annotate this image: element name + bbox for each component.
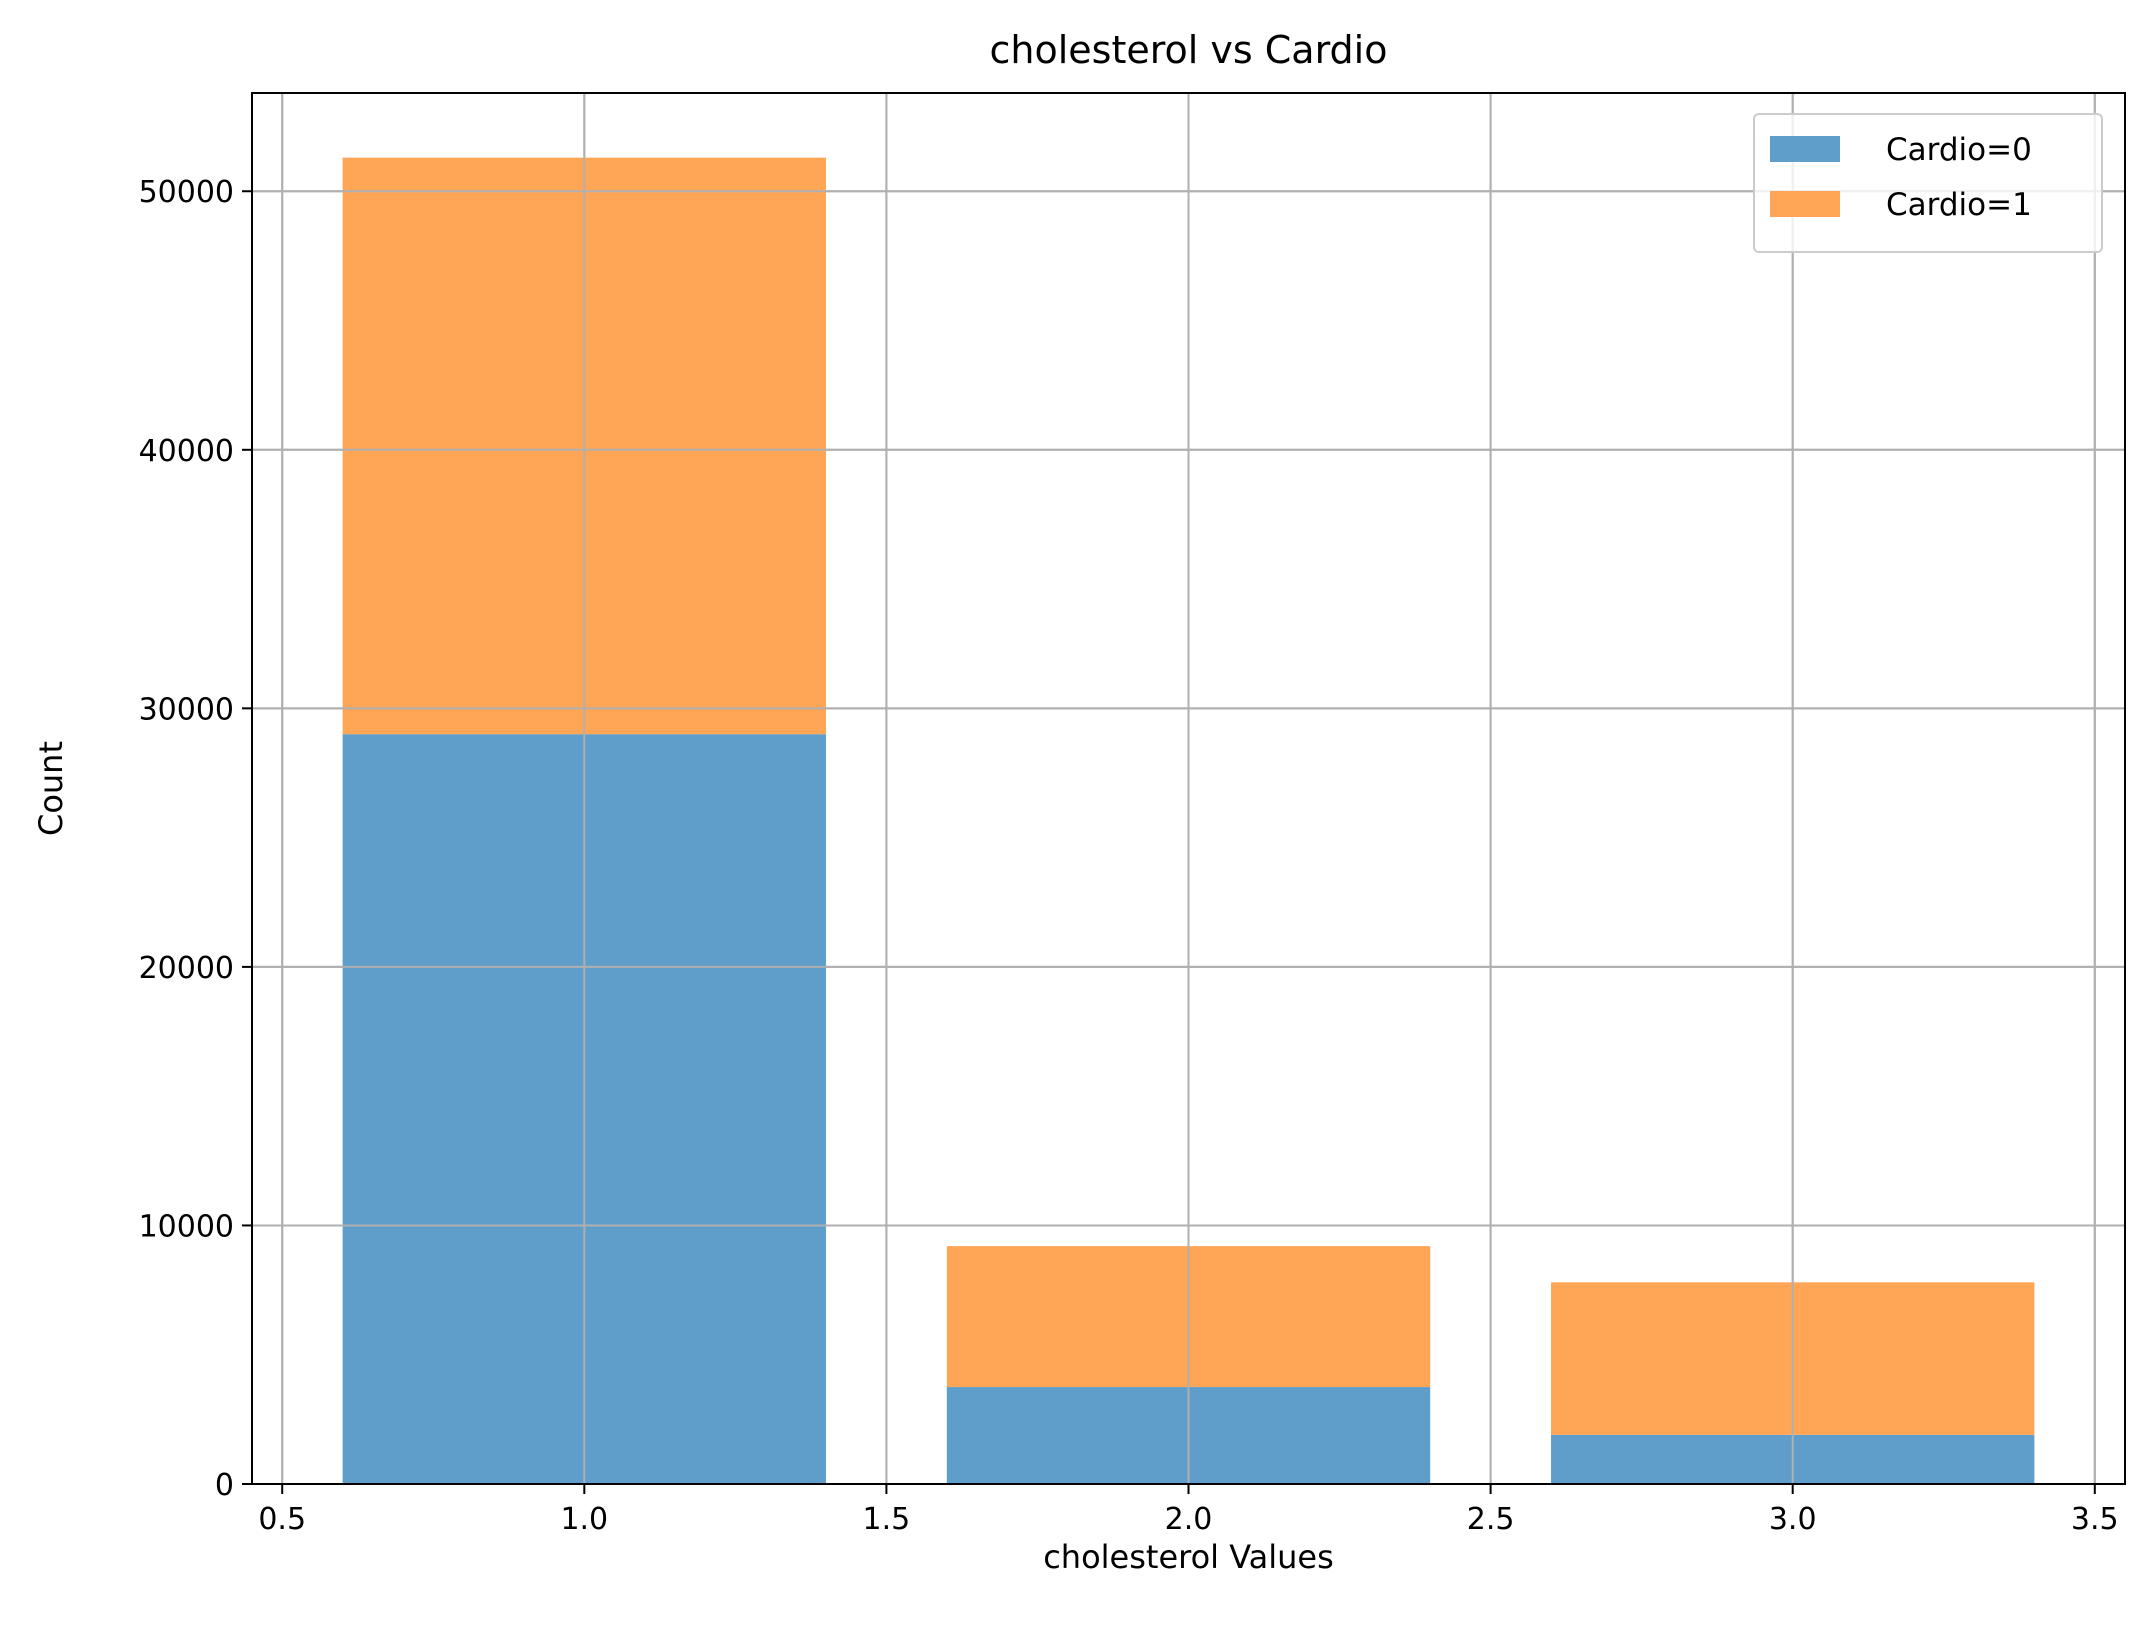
ticks: 0.5 1.0 1.5 2.0 2.5 3.0 3.5 0 10000 20000 30000 400… [139, 175, 2119, 1537]
legend-box [1753, 113, 2103, 253]
x-tick-label: 1.0 [560, 1502, 608, 1537]
y-tick-label: 20000 [139, 951, 234, 986]
chart-title: cholesterol vs Cardio [990, 28, 1388, 72]
x-tick-label: 2.0 [1165, 1502, 1213, 1537]
y-tick-label: 0 [215, 1468, 234, 1503]
legend-swatch [1770, 191, 1840, 217]
y-tick-label: 50000 [139, 175, 234, 210]
legend-swatch [1770, 136, 1840, 162]
y-tick-label: 30000 [139, 692, 234, 727]
x-tick-label: 3.5 [2071, 1502, 2119, 1537]
bars [252, 93, 2125, 1485]
legend: Cardio=0 Cardio=1 [1753, 113, 2103, 253]
x-tick-label: 3.0 [1769, 1502, 1817, 1537]
legend-label: Cardio=0 [1886, 132, 2032, 168]
x-axis-title: cholesterol Values [1043, 1538, 1334, 1576]
y-tick-label: 10000 [139, 1209, 234, 1244]
x-tick-label: 1.5 [863, 1502, 911, 1537]
y-axis-title: Count [32, 741, 70, 836]
x-tick-label: 2.5 [1467, 1502, 1515, 1537]
x-tick-label: 0.5 [258, 1502, 306, 1537]
y-tick-label: 40000 [139, 434, 234, 469]
legend-label: Cardio=1 [1886, 187, 2032, 223]
